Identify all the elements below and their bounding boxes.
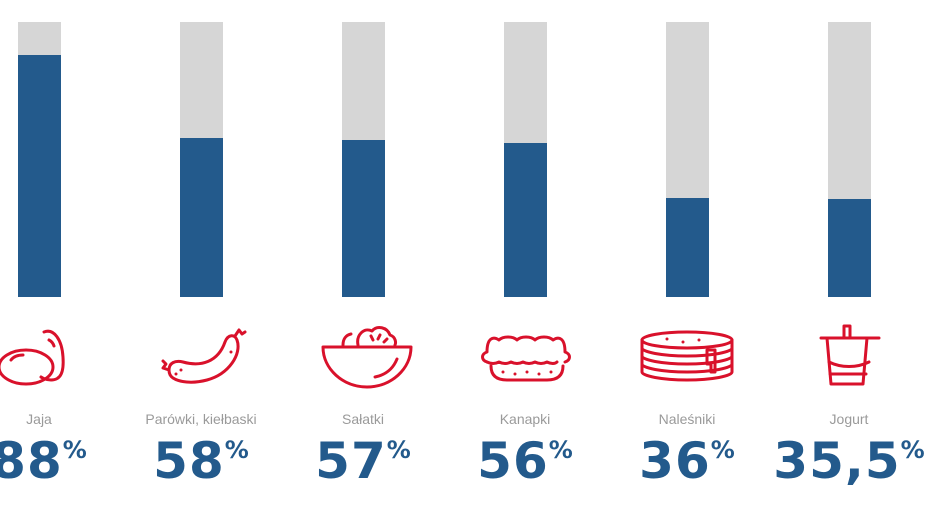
data-label: 58%	[120, 432, 282, 490]
chart-column: Parówki, kiełbaski 58%	[120, 0, 282, 508]
percent-sign: %	[710, 436, 735, 464]
value-number: 88	[0, 432, 63, 490]
data-label: 88%	[0, 432, 120, 490]
chart-column: Kanapki 56%	[444, 0, 606, 508]
data-label: 36%	[606, 432, 768, 490]
bar-track	[665, 22, 709, 297]
chart-column: Jaja 88%	[0, 0, 120, 508]
eggs-icon	[0, 322, 89, 392]
bar-track	[341, 22, 385, 297]
bar	[665, 198, 709, 297]
bar	[503, 143, 547, 297]
yogurt-icon	[799, 322, 899, 392]
category-label: Kanapki	[499, 411, 551, 427]
bar	[17, 55, 61, 297]
data-label: 35,5%	[768, 432, 930, 490]
data-label: 57%	[282, 432, 444, 490]
sausage-icon	[151, 322, 251, 392]
category-label: Naleśniki	[658, 411, 716, 427]
chart-column: Jogurt 35,5%	[768, 0, 930, 508]
chart-column: Sałatki 57%	[282, 0, 444, 508]
data-label: 56%	[444, 432, 606, 490]
category-label: Jogurt	[829, 411, 869, 427]
category-label: Jaja	[26, 411, 52, 427]
value-number: 35,5	[773, 432, 901, 490]
bar	[827, 199, 871, 297]
bar-track	[179, 22, 223, 297]
percent-sign: %	[224, 436, 249, 464]
category-label: Sałatki	[341, 411, 385, 427]
percent-sign: %	[386, 436, 411, 464]
bar-track	[17, 22, 61, 297]
value-number: 36	[639, 432, 711, 490]
pancakes-icon	[637, 322, 737, 392]
sandwich-icon	[475, 322, 575, 392]
bar	[179, 137, 223, 297]
value-number: 57	[315, 432, 387, 490]
bar	[341, 140, 385, 297]
category-label: Parówki, kiełbaski	[145, 411, 257, 427]
salad-bowl-icon	[313, 322, 413, 392]
percent-sign: %	[900, 436, 925, 464]
value-number: 58	[153, 432, 225, 490]
percent-sign: %	[62, 436, 87, 464]
chart-column: Naleśniki 36%	[606, 0, 768, 508]
bar-track	[827, 22, 871, 297]
bar-track	[503, 22, 547, 297]
value-number: 56	[477, 432, 549, 490]
percent-sign: %	[548, 436, 573, 464]
